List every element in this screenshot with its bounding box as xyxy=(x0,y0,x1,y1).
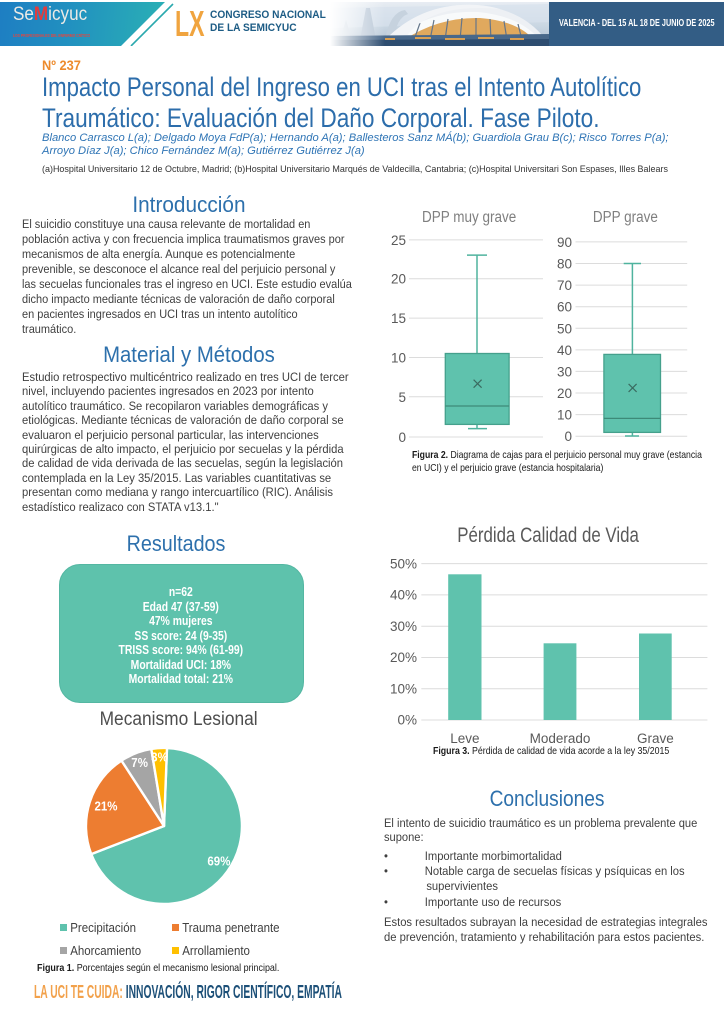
svg-text:80: 80 xyxy=(557,257,572,272)
svg-text:Grave: Grave xyxy=(637,731,674,746)
svg-text:10: 10 xyxy=(391,351,406,366)
svg-text:0: 0 xyxy=(398,430,406,445)
svg-text:0%: 0% xyxy=(397,713,417,728)
svg-text:20: 20 xyxy=(391,272,406,287)
svg-text:69%: 69% xyxy=(207,854,230,869)
svg-text:0: 0 xyxy=(564,429,572,444)
svg-text:21%: 21% xyxy=(95,799,118,814)
svg-text:10: 10 xyxy=(557,408,572,423)
svg-text:30: 30 xyxy=(557,364,572,379)
svg-text:40%: 40% xyxy=(390,588,417,603)
svg-text:10%: 10% xyxy=(390,682,417,697)
svg-text:50%: 50% xyxy=(390,556,417,571)
svg-text:50: 50 xyxy=(557,321,572,336)
svg-text:20%: 20% xyxy=(390,650,417,665)
svg-text:Moderado: Moderado xyxy=(530,731,591,746)
svg-text:30%: 30% xyxy=(390,619,417,634)
svg-text:60: 60 xyxy=(557,300,572,315)
svg-text:5: 5 xyxy=(398,390,406,405)
svg-text:40: 40 xyxy=(557,343,572,358)
svg-text:Leve: Leve xyxy=(450,731,479,746)
svg-text:3%: 3% xyxy=(151,750,168,765)
svg-text:25: 25 xyxy=(391,233,406,248)
svg-text:90: 90 xyxy=(557,235,572,250)
svg-text:15: 15 xyxy=(391,311,406,326)
svg-text:70: 70 xyxy=(557,278,572,293)
svg-text:20: 20 xyxy=(557,386,572,401)
svg-text:7%: 7% xyxy=(131,756,148,771)
